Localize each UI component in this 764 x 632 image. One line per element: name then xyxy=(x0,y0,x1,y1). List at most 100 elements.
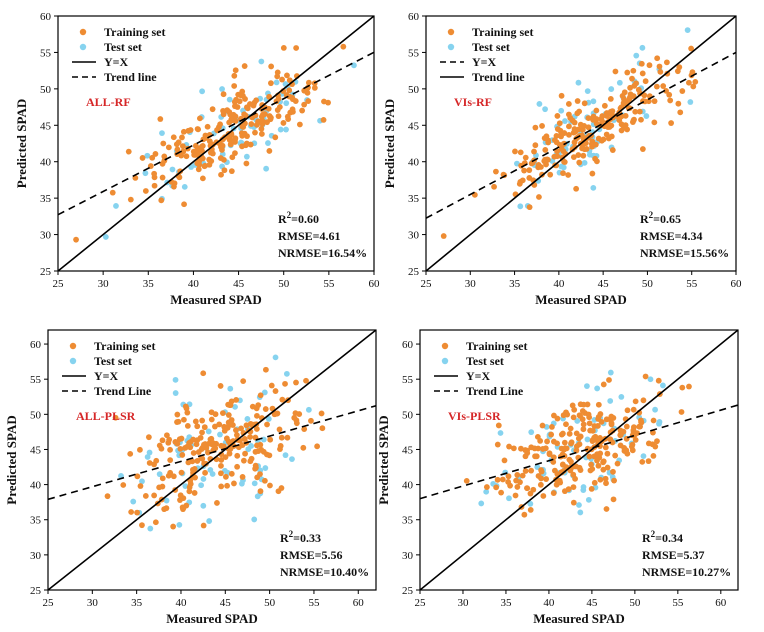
training-point xyxy=(284,72,290,79)
x-tick-label: 30 xyxy=(465,278,477,290)
legend-entry: Y=X xyxy=(472,55,497,69)
test-point xyxy=(260,436,267,443)
x-tick-label: 40 xyxy=(175,597,187,609)
training-point xyxy=(305,98,312,104)
y-tick-label: 35 xyxy=(40,193,52,205)
scatter-panel-4: 25 30 35 40 45 50 55 60 25 30 35 40 45 50 55 60 Measured… xyxy=(376,329,739,626)
training-point xyxy=(217,383,224,389)
x-axis-label: Measured SPAD xyxy=(533,611,625,626)
training-point xyxy=(576,108,583,115)
training-point xyxy=(202,132,209,139)
training-point xyxy=(651,98,658,105)
training-point xyxy=(598,418,605,425)
x-tick-label: 40 xyxy=(553,278,565,290)
test-point xyxy=(590,98,597,105)
test-point xyxy=(163,497,170,504)
training-point xyxy=(268,382,275,389)
training-point xyxy=(228,168,235,175)
training-point xyxy=(597,476,604,483)
legend-training-marker xyxy=(69,342,77,350)
training-point xyxy=(279,396,286,403)
test-point xyxy=(647,376,654,383)
training-point xyxy=(279,76,285,83)
training-point xyxy=(222,454,229,460)
training-point xyxy=(218,457,225,463)
training-point xyxy=(585,124,592,131)
x-tick-label: 25 xyxy=(421,278,433,290)
training-point xyxy=(579,416,586,423)
training-point xyxy=(258,125,265,132)
training-point xyxy=(278,434,285,441)
training-point xyxy=(608,413,615,420)
training-point xyxy=(209,106,216,113)
test-point xyxy=(227,385,234,392)
x-tick-label: 25 xyxy=(53,278,65,290)
training-point xyxy=(205,449,211,456)
training-point xyxy=(597,411,604,417)
training-point xyxy=(142,188,149,194)
training-point xyxy=(621,124,628,130)
training-point xyxy=(212,445,219,452)
training-point xyxy=(532,453,538,460)
training-point xyxy=(677,109,684,116)
training-point xyxy=(146,460,153,466)
model-label: ALL-PLSR xyxy=(76,409,136,423)
training-point xyxy=(125,148,132,155)
x-tick-label: 50 xyxy=(629,597,641,609)
training-point xyxy=(199,417,206,424)
test-point xyxy=(146,449,153,456)
test-point xyxy=(581,159,588,166)
training-point xyxy=(558,92,565,99)
training-point xyxy=(192,418,199,425)
training-point xyxy=(540,493,547,499)
training-point xyxy=(181,416,187,423)
y-tick-label: 50 xyxy=(30,409,42,421)
training-point xyxy=(526,204,533,211)
training-point xyxy=(550,454,557,461)
test-point xyxy=(261,389,268,396)
test-point xyxy=(577,509,584,516)
training-point xyxy=(494,476,501,483)
training-point xyxy=(340,43,347,50)
training-point xyxy=(630,67,637,74)
r2-stat: R2=0.33 xyxy=(280,529,321,545)
model-label: VIs-RF xyxy=(454,95,492,109)
test-point xyxy=(643,113,650,119)
training-point xyxy=(544,438,550,445)
test-point xyxy=(562,118,568,124)
training-point xyxy=(537,438,544,444)
training-point xyxy=(542,147,549,153)
training-point xyxy=(170,134,177,141)
training-point xyxy=(591,479,598,486)
x-tick-label: 35 xyxy=(131,597,143,609)
training-point xyxy=(213,440,220,447)
training-point xyxy=(652,443,659,450)
y-tick-label: 30 xyxy=(408,230,420,242)
test-point xyxy=(265,140,271,146)
y-tick-label: 45 xyxy=(30,444,42,456)
training-point xyxy=(639,458,646,465)
training-point xyxy=(538,468,545,475)
training-point xyxy=(678,409,685,415)
training-point xyxy=(589,427,596,434)
training-point xyxy=(538,164,544,170)
training-point xyxy=(532,124,539,131)
legend-entry: Trend line xyxy=(104,70,157,84)
training-point xyxy=(301,426,308,433)
training-point xyxy=(638,60,645,67)
x-tick-label: 50 xyxy=(264,597,276,609)
training-point xyxy=(199,455,206,462)
training-point xyxy=(319,425,326,432)
training-point xyxy=(193,441,200,448)
training-point xyxy=(641,92,648,99)
test-point xyxy=(169,166,176,173)
training-point xyxy=(243,422,250,429)
test-point xyxy=(156,471,163,478)
test-point xyxy=(219,86,225,92)
training-point xyxy=(257,441,264,448)
x-axis-label: Measured SPAD xyxy=(535,292,627,307)
training-point xyxy=(272,388,279,394)
legend-entry: Training set xyxy=(94,339,155,353)
test-point xyxy=(248,443,255,449)
